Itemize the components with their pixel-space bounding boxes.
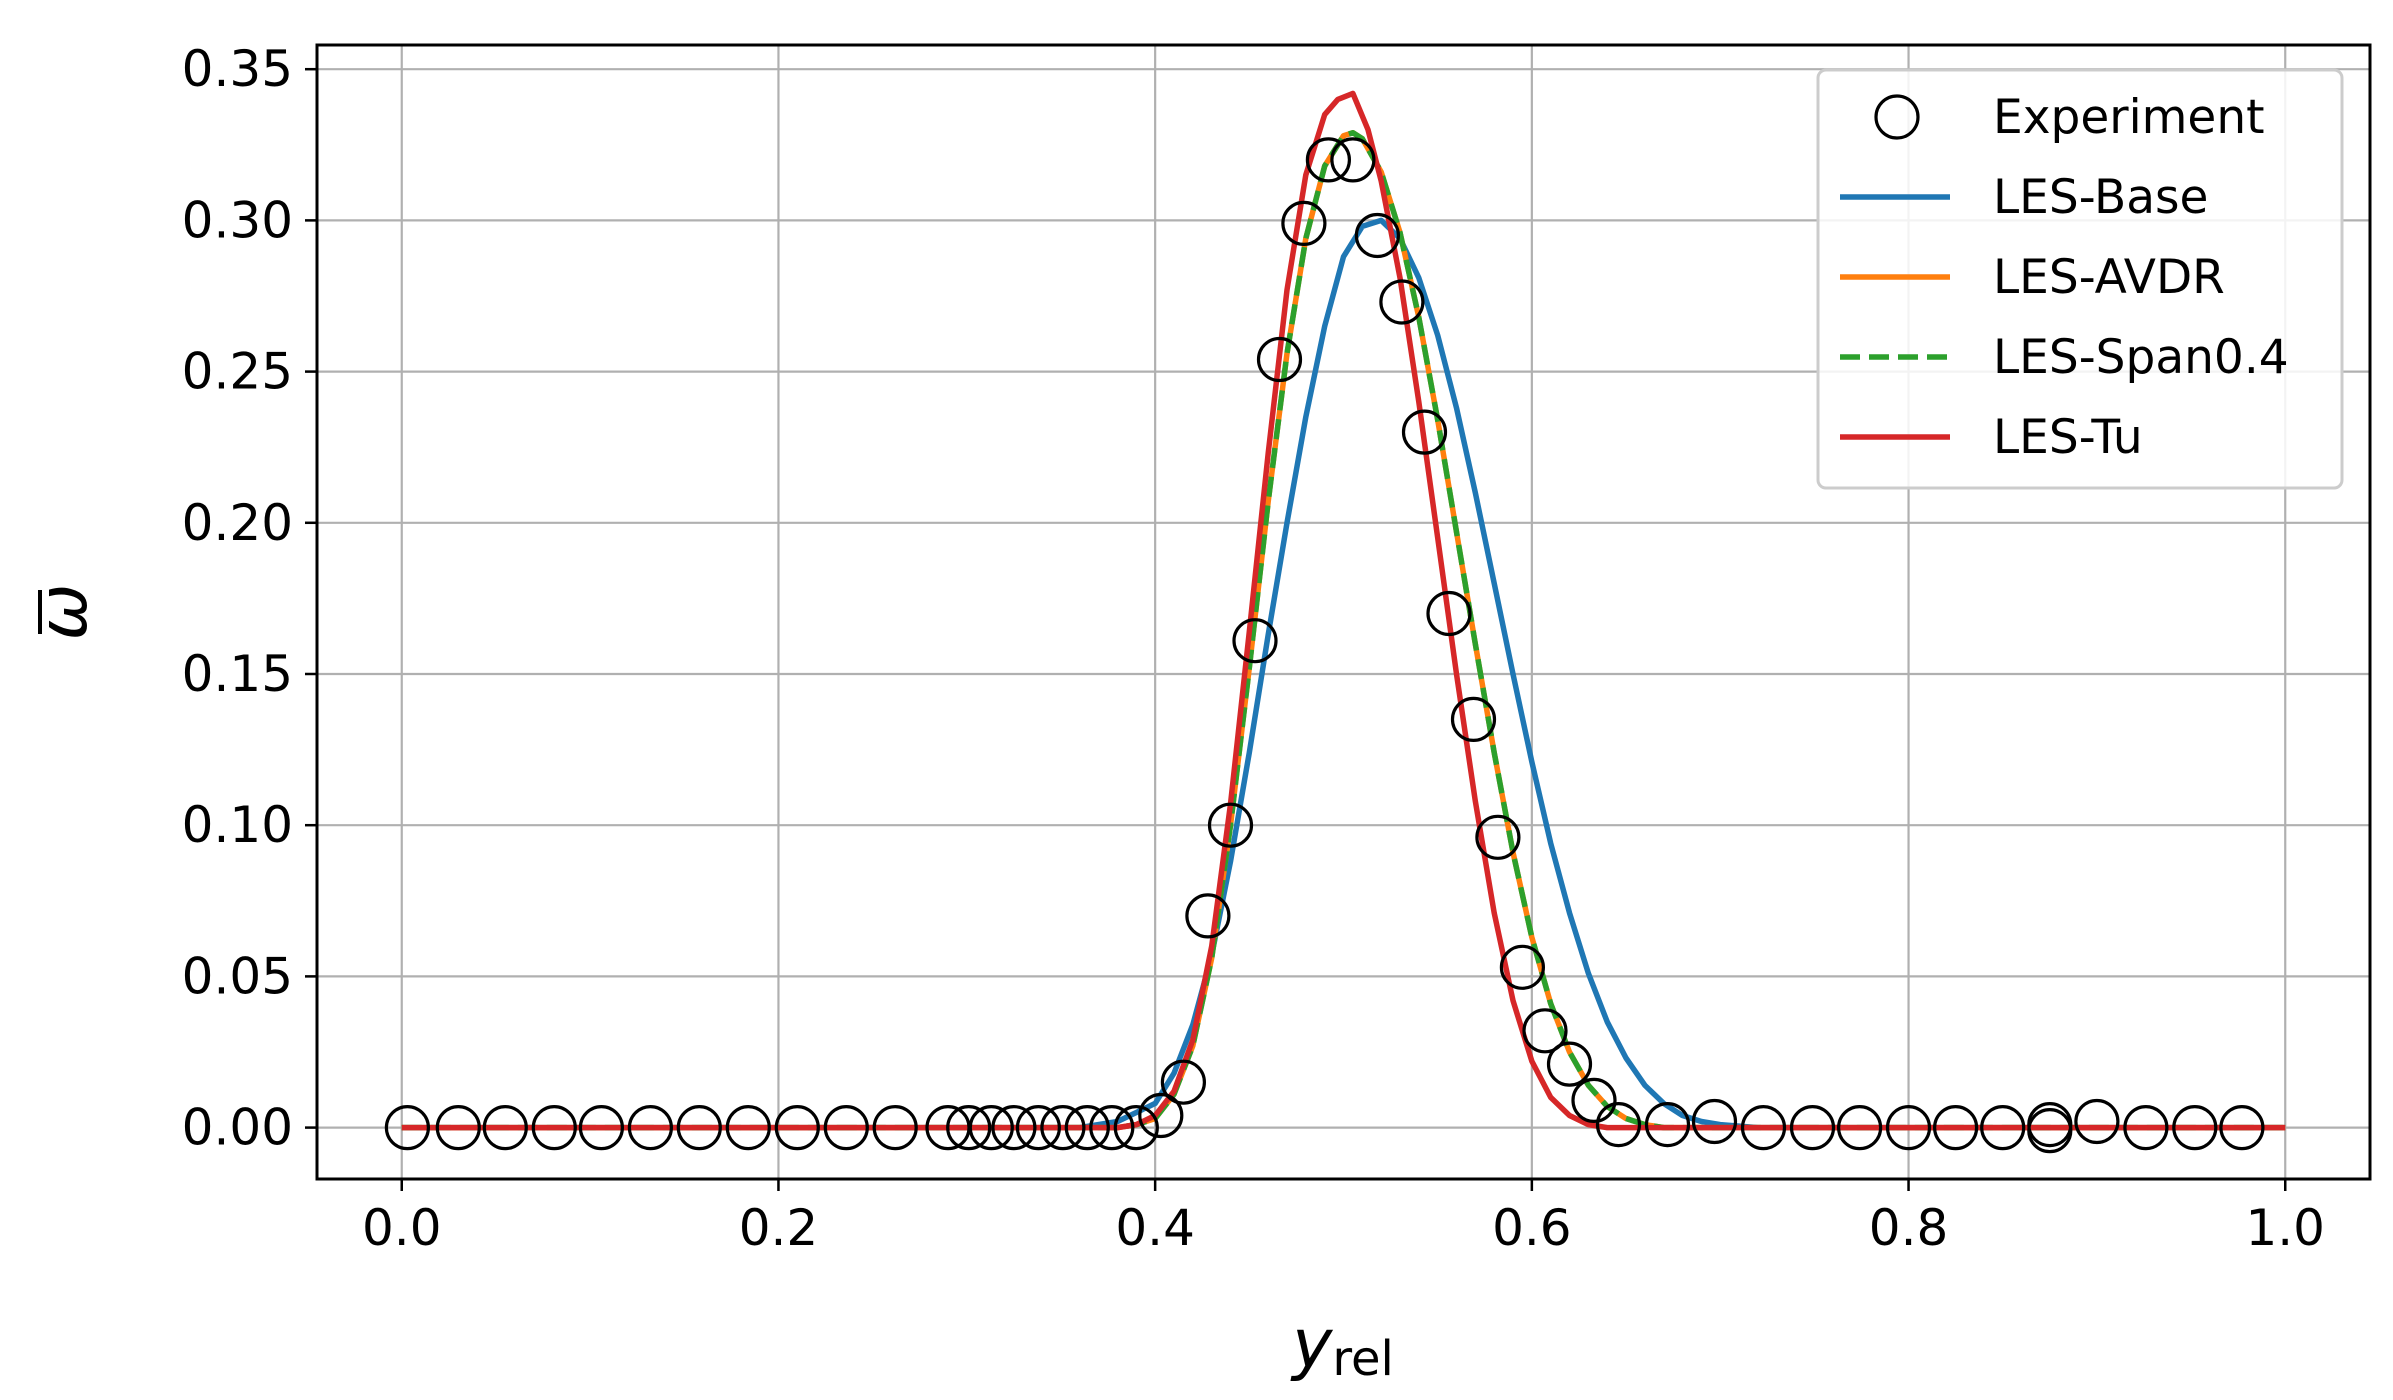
y-tick-label: 0.15	[182, 645, 293, 703]
data-point	[1040, 1104, 1086, 1151]
legend-item-les-avdr: LES-AVDR	[1840, 250, 2225, 305]
data-point	[1426, 590, 1472, 637]
data-point	[1475, 814, 1521, 860]
grid	[317, 45, 2370, 1179]
data-point	[1113, 1104, 1159, 1151]
data-point	[531, 1104, 577, 1151]
data-point	[872, 1104, 918, 1151]
x-tick-label: 0.4	[1115, 1199, 1195, 1257]
data-point	[1836, 1104, 1883, 1151]
data-point	[1281, 200, 1327, 246]
data-point	[1138, 1092, 1184, 1139]
data-point	[435, 1104, 481, 1151]
data-point	[2074, 1098, 2120, 1145]
data-point	[774, 1104, 820, 1151]
data-point	[1330, 137, 1376, 183]
data-point	[2027, 1107, 2073, 1154]
data-point	[1571, 1077, 1617, 1124]
x-tick-label: 0.8	[1869, 1199, 1949, 1257]
data-point	[1354, 212, 1401, 259]
y-tick-label: 0.25	[182, 343, 293, 401]
data-point	[1450, 696, 1497, 743]
y-tick-label: 0.35	[182, 40, 293, 98]
legend-label: Experiment	[1993, 90, 2265, 145]
x-tick-label: 0.2	[739, 1199, 819, 1257]
data-point	[946, 1104, 992, 1151]
legend-item-experiment: Experiment	[1874, 90, 2265, 145]
y-axis-title: ω	[24, 584, 103, 641]
legend-label: LES-Tu	[1993, 410, 2143, 465]
data-point	[1379, 279, 1425, 325]
x-tick-label: 1.0	[2245, 1199, 2325, 1257]
legend-label: LES-Span0.4	[1993, 330, 2289, 385]
data-point	[1595, 1101, 1642, 1148]
data-point	[1932, 1104, 1979, 1151]
legend-label: LES-AVDR	[1993, 250, 2225, 305]
data-point	[823, 1104, 869, 1151]
data-point	[1401, 409, 1448, 455]
data-point	[1885, 1104, 1932, 1151]
data-point	[1499, 944, 1546, 990]
ticks	[305, 67, 2287, 1191]
plot-area	[384, 90, 2286, 1154]
data-point	[676, 1104, 722, 1151]
y-tick-label: 0.20	[182, 494, 293, 552]
data-point	[2123, 1104, 2169, 1151]
data-point	[1691, 1098, 1738, 1145]
data-point	[725, 1104, 771, 1151]
data-point	[1644, 1101, 1691, 1148]
data-point	[1305, 137, 1352, 183]
data-point	[1546, 1041, 1593, 1087]
data-point	[578, 1104, 625, 1151]
data-point	[1740, 1104, 1787, 1151]
x-axis-title-main: y	[1290, 1305, 1333, 1384]
y-tick-label: 0.10	[182, 796, 293, 854]
legend-marker	[1874, 94, 1920, 140]
data-point	[1089, 1104, 1135, 1151]
legend-item-les-span0-4: LES-Span0.4	[1840, 330, 2289, 385]
y-axis-title-text: ω	[24, 584, 103, 641]
y-tick-label: 0.30	[182, 191, 293, 249]
legend-box	[1816, 68, 2344, 490]
data-point	[2172, 1104, 2218, 1151]
y-tick-label: 0.05	[182, 947, 293, 1005]
x-axis-title-sub: rel	[1332, 1331, 1394, 1387]
legend-item-les-tu: LES-Tu	[1840, 410, 2143, 465]
data-point	[968, 1104, 1014, 1151]
data-point	[1015, 1104, 1062, 1151]
data-point	[1256, 336, 1303, 383]
legend-item-les-base: LES-Base	[1840, 170, 2208, 225]
axes-frame	[315, 43, 2372, 1181]
data-point	[1064, 1104, 1110, 1151]
y-tick-labels: 0.00 0.05 0.10 0.15 0.20 0.25 0.30 0.35	[182, 40, 293, 1156]
x-tick-labels: 0.0 0.2 0.4 0.6 0.8 1.0	[362, 1199, 2325, 1257]
x-axis-title: yrel	[1290, 1305, 1394, 1387]
data-point	[1232, 618, 1278, 664]
data-point	[2219, 1104, 2265, 1151]
series-markers-experiment	[384, 137, 2265, 1154]
legend-label: LES-Base	[1993, 170, 2208, 225]
data-point	[1160, 1059, 1207, 1105]
data-point	[482, 1104, 528, 1151]
x-tick-label: 0.0	[362, 1199, 442, 1257]
x-tick-label: 0.6	[1492, 1199, 1572, 1257]
data-point	[1522, 1008, 1568, 1054]
data-point	[1185, 893, 1231, 939]
series-line-les-tu	[401, 90, 2286, 1131]
data-point	[1789, 1104, 1836, 1151]
data-point	[1980, 1104, 2026, 1151]
y-tick-label: 0.00	[182, 1099, 293, 1157]
data-point	[1207, 802, 1254, 848]
data-point	[991, 1104, 1037, 1151]
data-point	[627, 1104, 674, 1151]
data-point	[384, 1104, 430, 1151]
legend: Experiment LES-Base LES-AVDR LES-Span0.4 LES…	[1816, 68, 2344, 490]
